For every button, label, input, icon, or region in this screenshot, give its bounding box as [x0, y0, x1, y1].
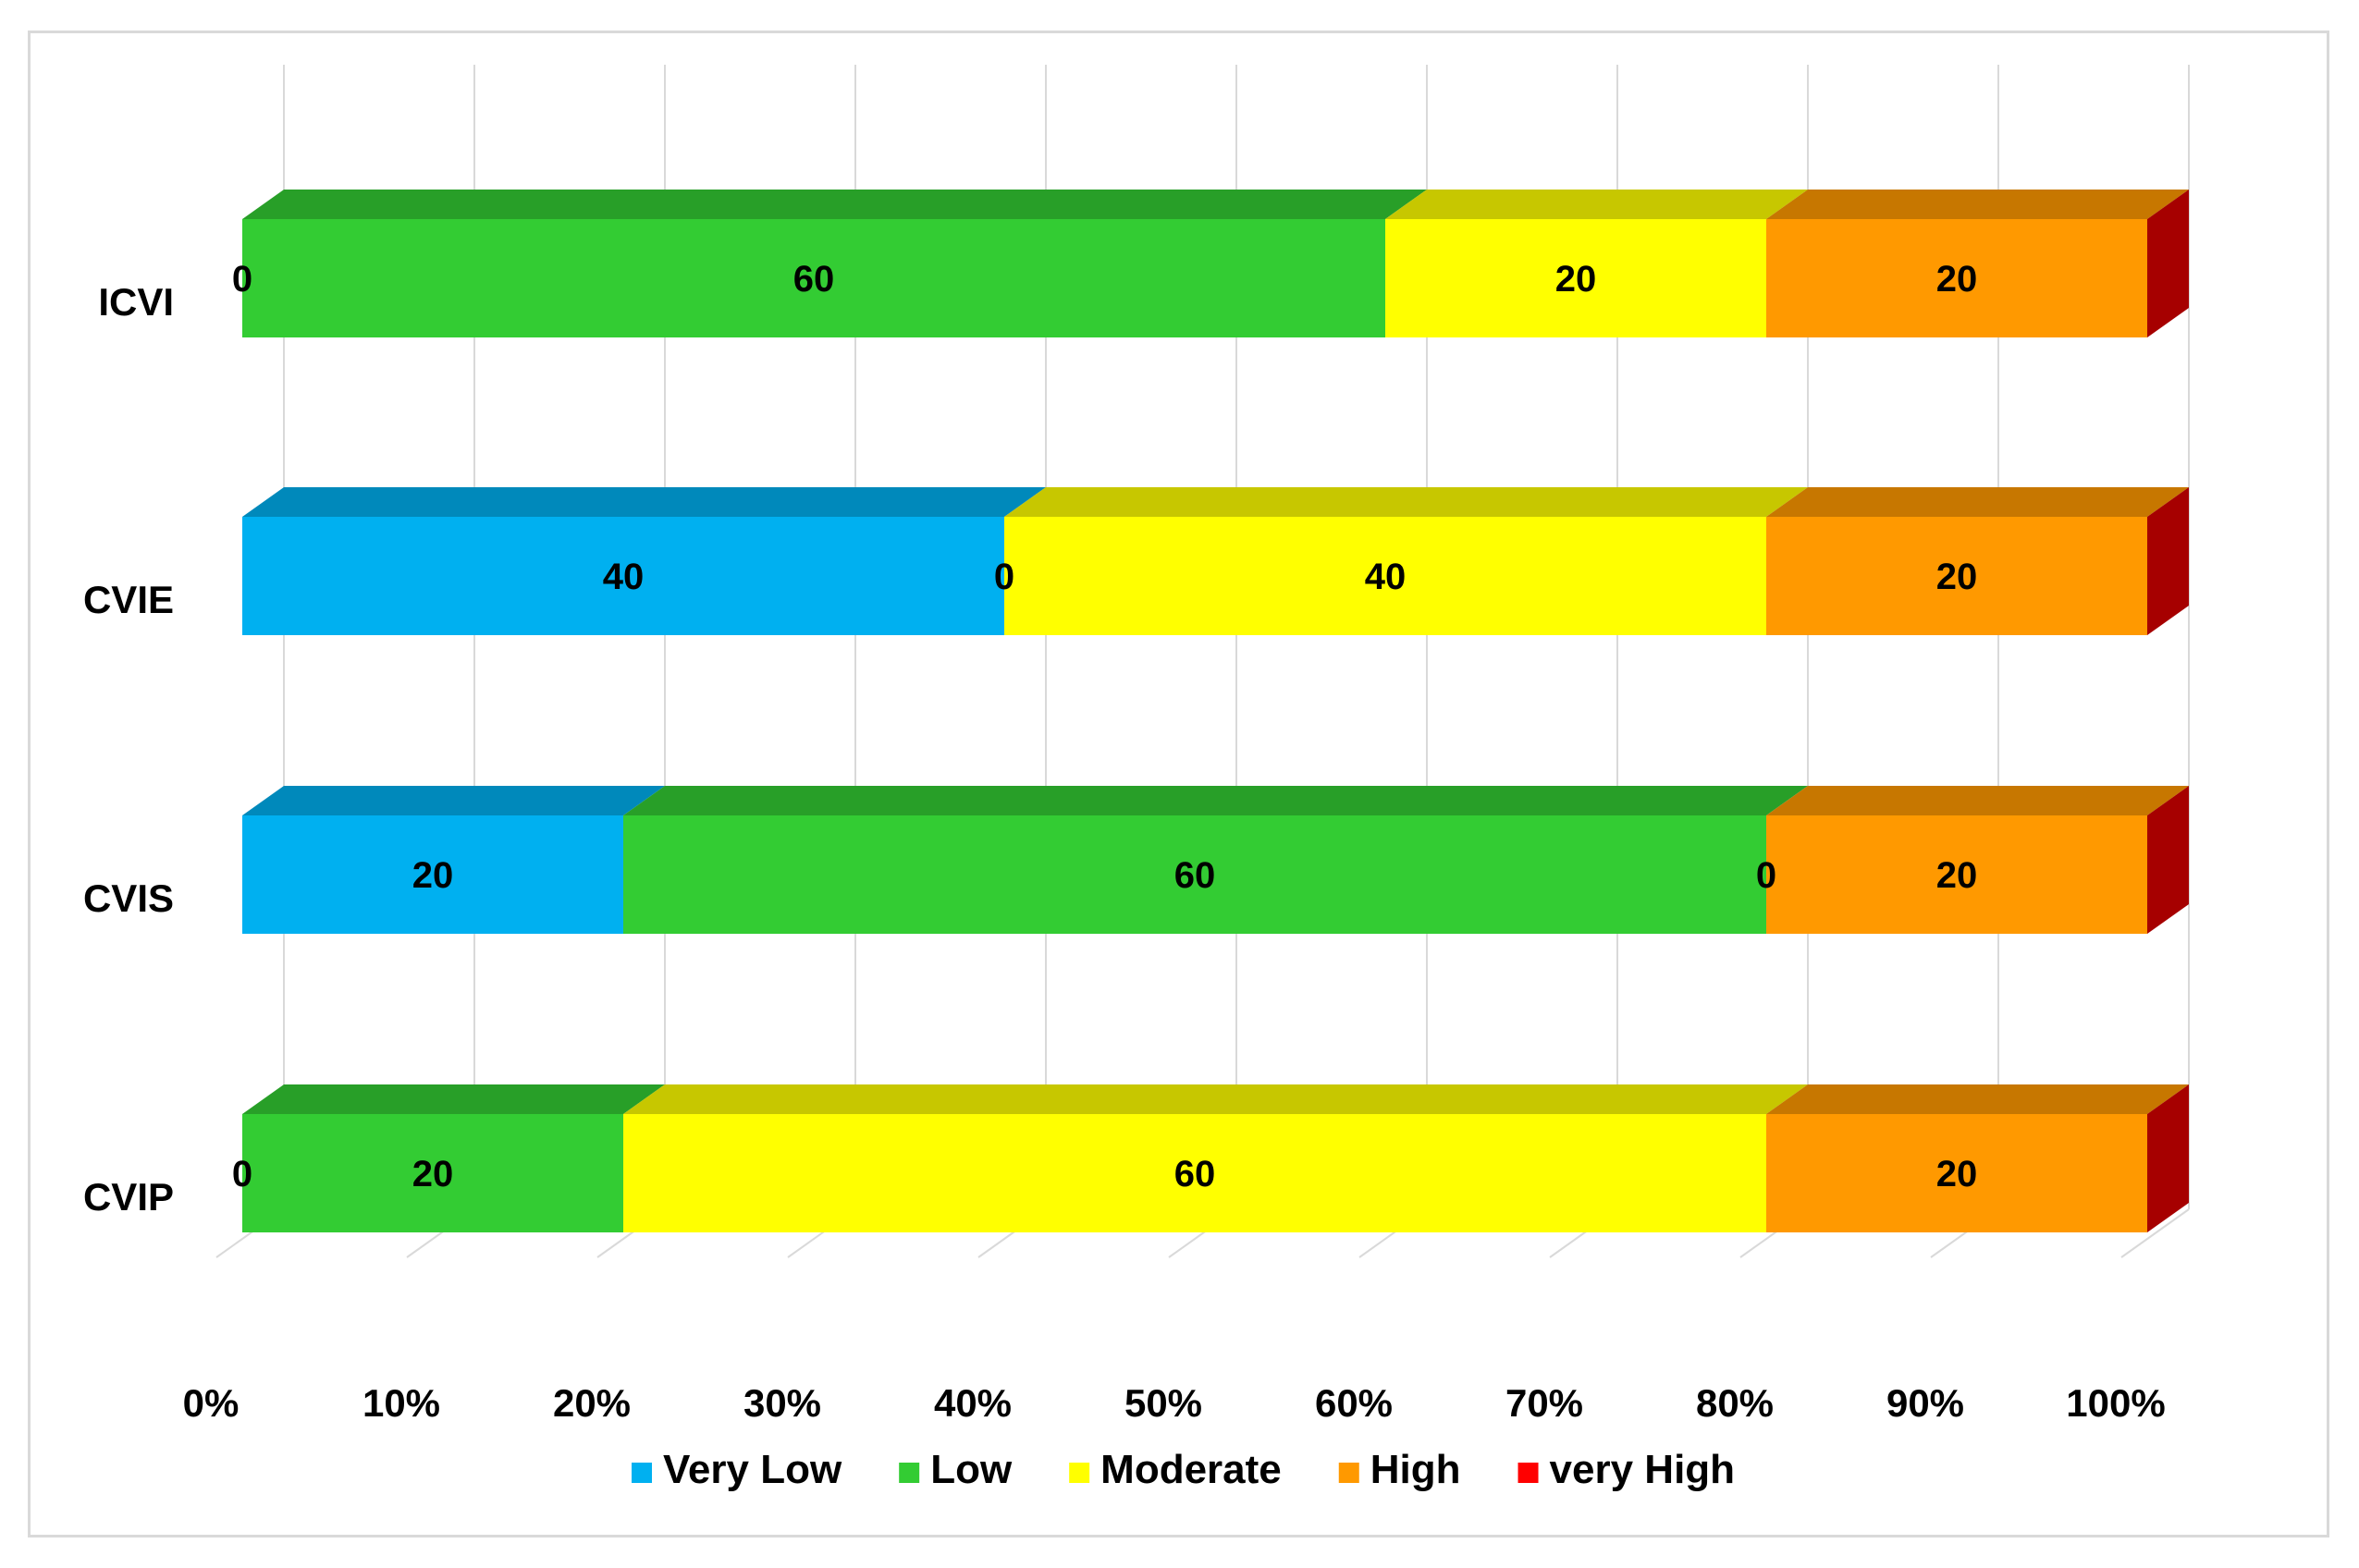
legend-swatch — [1338, 1463, 1359, 1483]
bar-segment-cvip-high — [1766, 1114, 2147, 1232]
bar-layer — [242, 190, 2189, 1232]
legend-item-low: Low — [899, 1447, 1013, 1492]
floor-gridline-10 — [2120, 1208, 2190, 1258]
bar-top-icvi-3 — [1766, 190, 2189, 219]
legend-swatch — [632, 1463, 652, 1483]
x-tick-label: 10% — [362, 1381, 440, 1425]
x-tick-label: 100% — [2066, 1381, 2165, 1425]
x-tick-label: 50% — [1124, 1381, 1202, 1425]
axis-layer: ICVI CVIE CVIS CVIP 0% 10% 20% 30% 40% 50% 60% 70% 8… — [83, 280, 2166, 1425]
legend-label: High — [1370, 1447, 1461, 1492]
bar-top-cvis-3 — [1766, 786, 2189, 815]
bar-segment-cvis-low — [623, 815, 1766, 934]
bar-segment-icvi-high — [1766, 219, 2147, 337]
bar-side-cvie — [2147, 487, 2189, 635]
data-label: 60 — [793, 259, 835, 300]
data-label: 20 — [1936, 855, 1978, 896]
bar-top-icvi-2 — [1385, 190, 1808, 219]
data-label: 60 — [1174, 855, 1216, 896]
legend-item-very-high: very High — [1517, 1447, 1736, 1492]
x-tick-label: 60% — [1315, 1381, 1393, 1425]
bar-top-cvie-3 — [1766, 487, 2189, 517]
legend-item-high: High — [1338, 1447, 1461, 1492]
data-label: 20 — [1936, 259, 1978, 300]
bar-segment-cvip-moderate — [623, 1114, 1766, 1232]
bar-top-cvip-1 — [242, 1084, 665, 1114]
bar-row-cvip — [242, 1084, 2189, 1232]
category-label: CVIP — [83, 1175, 174, 1219]
x-tick-label: 80% — [1696, 1381, 1774, 1425]
data-label: 0 — [994, 557, 1014, 597]
legend-label: Low — [930, 1447, 1013, 1492]
bar-top-icvi-1 — [242, 190, 1427, 219]
bar-segment-cvis-very-low — [242, 815, 623, 934]
bar-top-cvip-3 — [1766, 1084, 2189, 1114]
bar-segment-cvie-high — [1766, 517, 2147, 635]
legend-layer: Very Low Low Moderate High very High — [632, 1447, 1735, 1492]
bar-segment-cvis-high — [1766, 815, 2147, 934]
legend-label: Moderate — [1100, 1447, 1282, 1492]
legend-item-moderate: Moderate — [1069, 1447, 1282, 1492]
bar-top-cvis-1 — [623, 786, 1808, 815]
legend-swatch — [899, 1463, 920, 1483]
x-tick-label: 0% — [183, 1381, 240, 1425]
data-label: 20 — [412, 1154, 454, 1194]
bar-row-icvi — [242, 190, 2189, 337]
bar-top-cvis-0 — [242, 786, 665, 815]
legend-swatch — [1517, 1463, 1539, 1483]
bar-side-icvi — [2147, 190, 2189, 337]
x-tick-label: 70% — [1505, 1381, 1583, 1425]
category-label: CVIE — [83, 578, 174, 621]
data-label: 0 — [232, 259, 252, 300]
data-label: 20 — [1936, 1154, 1978, 1194]
bar-segment-icvi-moderate — [1385, 219, 1766, 337]
category-label: CVIS — [83, 876, 174, 920]
bar-segment-cvip-low — [242, 1114, 623, 1232]
bar-top-cvip-2 — [623, 1084, 1808, 1114]
x-tick-label: 30% — [743, 1381, 821, 1425]
data-label: 0 — [1756, 855, 1776, 896]
data-label: 0 — [232, 1154, 252, 1194]
bar-segment-cvie-very-low — [242, 517, 1004, 635]
label-layer: 0 60 20 20 40 0 40 20 20 60 0 20 0 20 60 20 — [232, 259, 1977, 1194]
legend-swatch — [1069, 1463, 1090, 1483]
data-label: 20 — [412, 855, 454, 896]
bar-row-cvis — [242, 786, 2189, 934]
data-label: 60 — [1174, 1154, 1216, 1194]
data-label: 40 — [603, 557, 645, 597]
x-tick-label: 90% — [1886, 1381, 1964, 1425]
data-label: 20 — [1555, 259, 1597, 300]
bar-row-cvie — [242, 487, 2189, 635]
category-label: ICVI — [98, 280, 174, 324]
legend-label: Very Low — [663, 1447, 842, 1492]
bar-side-cvip — [2147, 1084, 2189, 1232]
bar-side-cvis — [2147, 786, 2189, 934]
bar-top-cvie-2 — [1004, 487, 1808, 517]
x-tick-label: 40% — [934, 1381, 1012, 1425]
bar-top-cvie-0 — [242, 487, 1046, 517]
x-tick-label: 20% — [553, 1381, 631, 1425]
legend-item-very-low: Very Low — [632, 1447, 842, 1492]
bar-segment-icvi-low — [242, 219, 1385, 337]
data-label: 20 — [1936, 557, 1978, 597]
legend-label: very High — [1550, 1447, 1736, 1492]
data-label: 40 — [1365, 557, 1407, 597]
bar-segment-cvie-moderate — [1004, 517, 1766, 635]
